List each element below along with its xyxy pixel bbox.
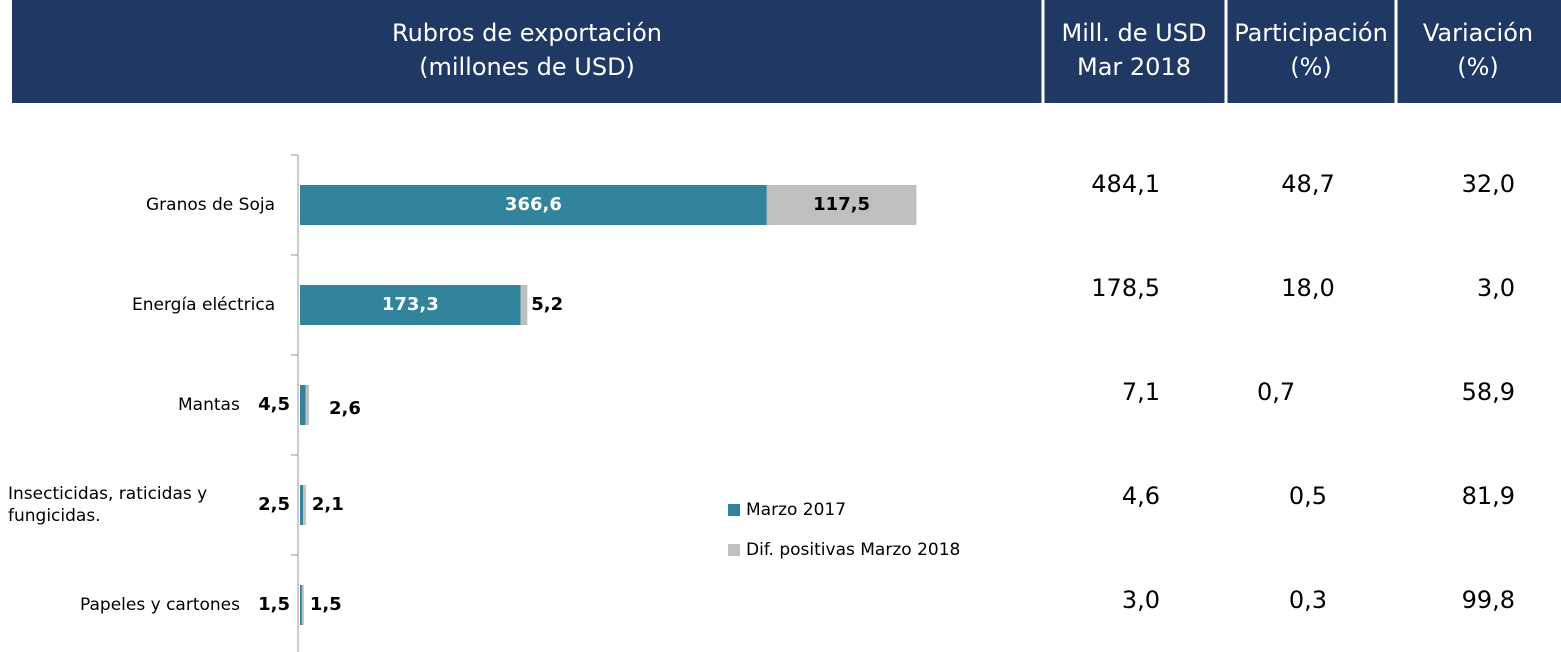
legend-swatch	[728, 504, 740, 516]
table-cell: 58,9	[1462, 378, 1515, 406]
header-text: (millones de USD)	[419, 53, 635, 81]
value-label: 173,3	[382, 294, 439, 315]
value-label: 2,1	[312, 494, 344, 515]
table-cell: 7,1	[1122, 378, 1160, 406]
legend-label: Dif. positivas Marzo 2018	[746, 540, 960, 560]
table-cell: 0,3	[1289, 586, 1327, 614]
value-label: 1,5	[258, 594, 290, 615]
value-label: 5,2	[531, 294, 563, 315]
bar	[300, 485, 304, 525]
axis-ticks	[291, 154, 298, 556]
legend-label: Marzo 2017	[746, 500, 846, 520]
legend-swatch	[728, 544, 740, 556]
category-label: Granos de Soja	[146, 195, 276, 215]
header-text: Mar 2018	[1077, 53, 1191, 81]
table-cell: 48,7	[1281, 170, 1334, 198]
table-cell: 81,9	[1462, 482, 1515, 510]
value-label: 4,5	[258, 394, 290, 415]
bar	[300, 385, 306, 425]
category-label: Mantas	[178, 395, 240, 415]
header-text: (%)	[1290, 53, 1332, 81]
bar	[301, 585, 304, 625]
bar	[520, 285, 528, 325]
table-cell: 178,5	[1091, 274, 1160, 302]
header-text: (%)	[1457, 53, 1499, 81]
value-label: 117,5	[813, 194, 870, 215]
bar	[305, 385, 310, 425]
header-text: Variación	[1423, 19, 1533, 47]
bar	[303, 485, 306, 525]
table-cell: 0,7	[1257, 378, 1295, 406]
value-label: 2,6	[329, 398, 361, 419]
table-cell: 0,5	[1289, 482, 1327, 510]
table-cell: 32,0	[1462, 170, 1515, 198]
bar	[300, 185, 767, 225]
bar	[766, 185, 917, 225]
bar	[300, 585, 302, 625]
table-cell: 4,6	[1122, 482, 1160, 510]
category-label: Energía eléctrica	[132, 295, 276, 315]
value-label: 2,5	[258, 494, 290, 515]
table-cell: 99,8	[1462, 586, 1515, 614]
category-label: Insecticidas, raticidas y fungicidas.	[8, 484, 208, 526]
value-label: 1,5	[310, 594, 342, 615]
header-band	[12, 0, 1561, 103]
value-label: 366,6	[505, 194, 562, 215]
table-cell: 484,1	[1091, 170, 1160, 198]
table-cell: 18,0	[1281, 274, 1334, 302]
category-label: Papeles y cartones	[80, 595, 240, 615]
header-text: Participación	[1234, 19, 1388, 47]
header-text: Mill. de USD	[1062, 19, 1207, 47]
table-cell: 3,0	[1122, 586, 1160, 614]
bar	[300, 285, 521, 325]
header-text: Rubros de exportación	[392, 19, 662, 47]
table-cell: 3,0	[1477, 274, 1515, 302]
